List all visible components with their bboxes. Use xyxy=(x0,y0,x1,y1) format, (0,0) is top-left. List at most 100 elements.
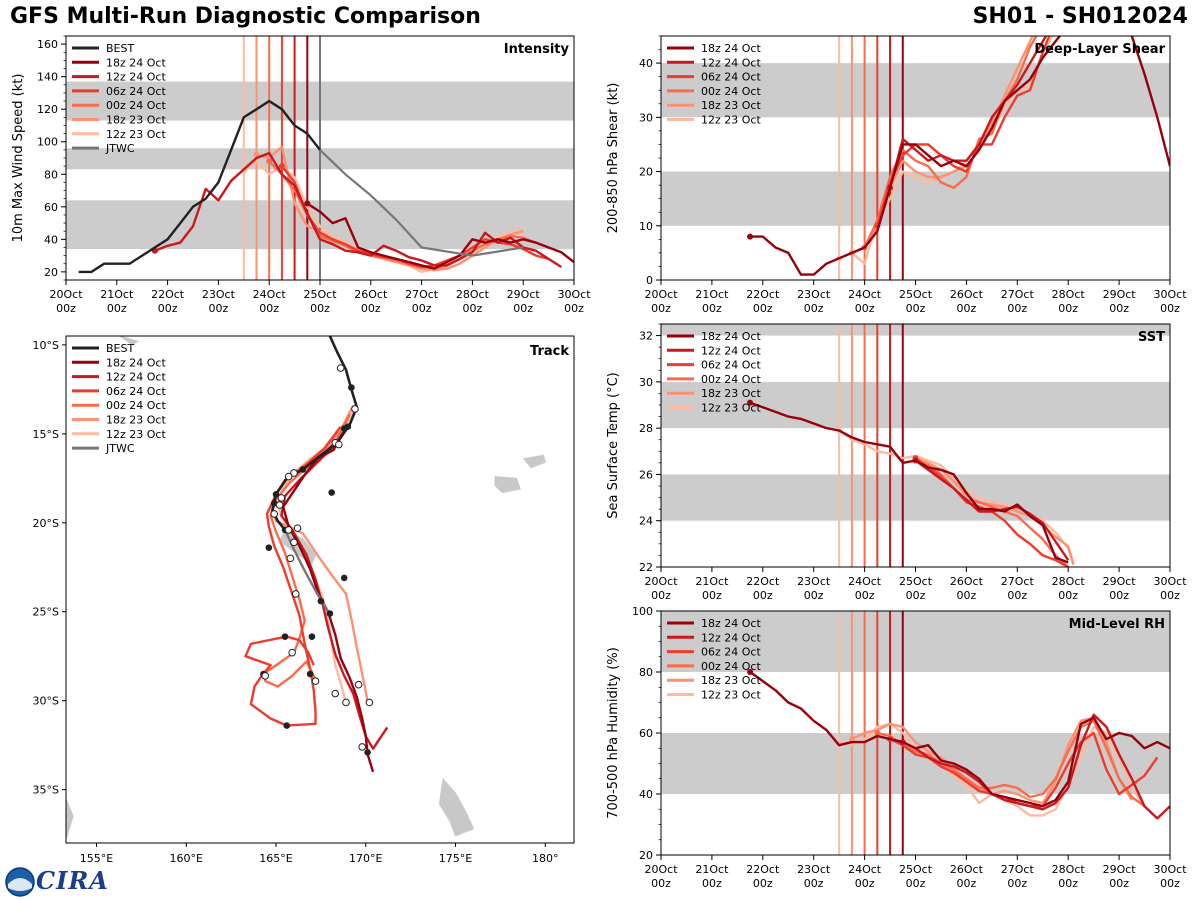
track-marker-open xyxy=(365,698,374,707)
track-marker-open xyxy=(311,677,320,685)
intensity-series-start-point xyxy=(304,200,311,207)
intensity-xtick-label: 30Oct xyxy=(557,288,591,301)
sst-xtick-label: 26Oct xyxy=(950,575,984,588)
track-marker-open xyxy=(342,698,350,707)
track-ytick-label: 25°S xyxy=(33,606,59,619)
shear-xtick-label: 00z xyxy=(906,302,926,315)
shear-legend-label: 18z 24 Oct xyxy=(701,42,761,55)
rh-legend-label: 06z 24 Oct xyxy=(701,646,761,659)
intensity-series-start-point xyxy=(278,163,285,170)
intensity-legend-label: 12z 24 Oct xyxy=(106,71,166,84)
sst-xtick-label: 29Oct xyxy=(1103,575,1137,588)
track-marker-filled xyxy=(328,489,335,496)
sst-ylabel: Sea Surface Temp (°C) xyxy=(606,372,621,519)
track-marker-filled xyxy=(299,466,307,473)
intensity-xtick-label: 00z xyxy=(463,302,483,315)
shear-legend-label: 00z 24 Oct xyxy=(701,85,761,98)
shear-band xyxy=(661,63,1170,118)
track-xtick-label: 175°E xyxy=(439,852,472,865)
intensity-ylabel: 10m Max Wind Speed (kt) xyxy=(11,74,26,243)
intensity-legend-label: 00z 24 Oct xyxy=(106,99,166,112)
shear-series-0 xyxy=(750,36,1170,276)
shear-legend-label: 12z 23 Oct xyxy=(701,114,761,127)
track-xtick-label: 180° xyxy=(532,852,559,865)
rh-ytick-label: 20 xyxy=(639,849,653,862)
sst-xtick-label: 00z xyxy=(753,589,773,602)
rh-xtick-label: 00z xyxy=(651,877,671,890)
intensity-xtick-label: 26Oct xyxy=(354,288,388,301)
rh-xtick-label: 00z xyxy=(855,877,875,890)
track-legend-label: 18z 23 Oct xyxy=(106,414,166,427)
shear-xtick-label: 00z xyxy=(1160,302,1180,315)
shear-xtick-label: 00z xyxy=(1058,302,1078,315)
track-marker-open xyxy=(351,405,359,413)
rh-series-start-point xyxy=(747,669,754,675)
track-legend-label: BEST xyxy=(106,342,134,355)
shear-ytick-label: 10 xyxy=(639,220,653,233)
rh-xtick-label: 00z xyxy=(753,877,773,890)
track-legend-label: 00z 24 Oct xyxy=(106,399,166,412)
rh-ytick-label: 100 xyxy=(632,605,653,618)
shear-band xyxy=(661,171,1170,226)
intensity-xtick-label: 00z xyxy=(56,302,76,315)
track-marker-open xyxy=(291,590,300,598)
intensity-xtick-label: 29Oct xyxy=(507,288,541,301)
track-panel: 10°S 15°S 20°S 25°S 30°S 35°S 155°E 160°E 165°E 1… xyxy=(33,335,575,865)
rh-xtick-label: 00z xyxy=(804,877,824,890)
rh-xtick-label: 21Oct xyxy=(695,863,729,876)
rh-ytick-label: 60 xyxy=(639,727,653,740)
rh-band xyxy=(661,611,1170,672)
shear-xtick-label: 25Oct xyxy=(899,288,933,301)
sst-xtick-label: 00z xyxy=(804,589,824,602)
track-ytick-label: 15°S xyxy=(33,428,59,441)
rh-xtick-label: 30Oct xyxy=(1153,863,1187,876)
rh-xtick-label: 00z xyxy=(906,877,926,890)
track-ytick-label: 30°S xyxy=(33,695,59,708)
rh-series-start-point xyxy=(874,730,881,736)
land-mass xyxy=(522,454,546,469)
track-marker-filled xyxy=(283,722,291,729)
track-marker-open xyxy=(293,524,302,532)
track-legend-label: 18z 24 Oct xyxy=(106,356,166,369)
sst-xtick-label: 30Oct xyxy=(1153,575,1187,588)
intensity-series-4 xyxy=(256,145,524,272)
sst-xtick-label: 00z xyxy=(1058,589,1078,602)
intensity-legend-label: 06z 24 Oct xyxy=(106,85,166,98)
track-marker-filled xyxy=(281,633,289,640)
track-marker-open xyxy=(336,364,345,372)
track-marker-filled xyxy=(306,670,314,678)
cira-logo-text: CIRA xyxy=(36,866,109,895)
track-marker-open xyxy=(286,554,295,563)
rh-xtick-label: 26Oct xyxy=(950,863,984,876)
shear-xtick-label: 00z xyxy=(1109,302,1129,315)
noaa-logo-icon xyxy=(5,867,35,897)
sst-xtick-label: 21Oct xyxy=(695,575,729,588)
track-marker-open xyxy=(284,472,293,481)
rh-xtick-label: 25Oct xyxy=(899,863,933,876)
intensity-xtick-label: 23Oct xyxy=(202,288,236,301)
intensity-xtick-label: 24Oct xyxy=(253,288,287,301)
intensity-title: Intensity xyxy=(504,42,570,57)
intensity-ytick-label: 60 xyxy=(44,201,58,214)
shear-legend-label: 18z 23 Oct xyxy=(701,99,761,112)
shear-xtick-label: 30Oct xyxy=(1153,288,1187,301)
shear-xtick-label: 29Oct xyxy=(1103,288,1137,301)
rh-ytick-label: 80 xyxy=(639,666,653,679)
track-series-3 xyxy=(262,413,351,688)
intensity-series-2 xyxy=(280,165,549,269)
track-marker-open xyxy=(335,440,343,449)
intensity-best-series xyxy=(78,99,321,274)
shear-ytick-label: 40 xyxy=(639,57,653,70)
sst-xtick-label: 00z xyxy=(1007,589,1027,602)
rh-xtick-label: 22Oct xyxy=(746,863,780,876)
track-marker-filled xyxy=(317,597,325,605)
intensity-xtick-label: 28Oct xyxy=(456,288,490,301)
sst-series-start-point xyxy=(747,399,754,406)
sst-xtick-label: 22Oct xyxy=(746,575,780,588)
sst-band xyxy=(661,381,1170,429)
sst-plot-area xyxy=(661,324,1170,567)
track-marker-open xyxy=(270,510,279,518)
rh-xtick-label: 27Oct xyxy=(1001,863,1035,876)
rh-series-1 xyxy=(902,713,1170,820)
